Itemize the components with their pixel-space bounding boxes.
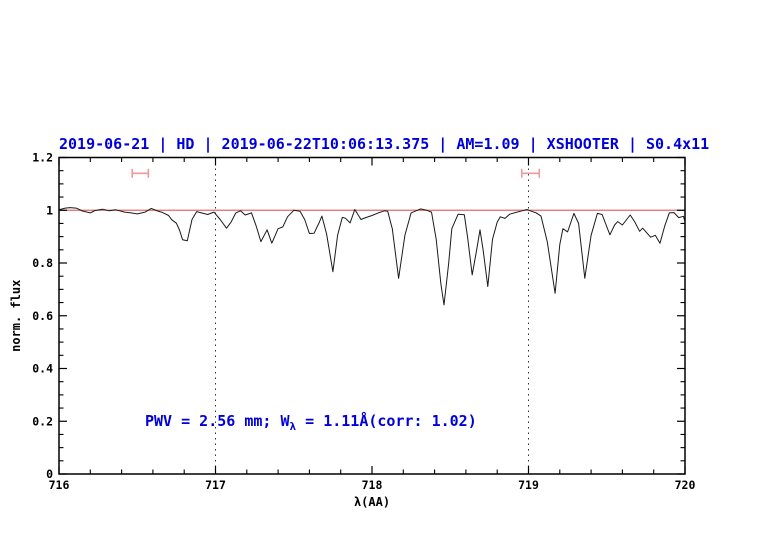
- spectrum-line: [58, 207, 686, 306]
- y-tick-label: 0: [46, 467, 53, 481]
- y-tick-label: 0.2: [32, 414, 53, 428]
- y-tick-label: 0.8: [32, 256, 53, 270]
- x-tick-label: 717: [205, 478, 226, 492]
- pwv-annotation: PWV = 2.56 mm; Wλ = 1.11Å(corr: 1.02): [145, 412, 477, 433]
- y-tick-label: 0.6: [32, 309, 53, 323]
- y-tick-label: 1.2: [32, 151, 53, 165]
- plot-title: 2019-06-21 | HD | 2019-06-22T10:06:13.37…: [59, 135, 710, 153]
- x-tick-label: 720: [675, 478, 696, 492]
- equivalent-width-text: = 1.11Å(corr: 1.02): [296, 412, 477, 430]
- y-tick-label: 1: [46, 203, 53, 217]
- y-axis-label: norm. flux: [9, 280, 23, 352]
- pwv-text: PWV = 2.56 mm; W: [145, 412, 290, 430]
- x-tick-label: 718: [362, 478, 383, 492]
- y-tick-label: 0.4: [32, 362, 53, 376]
- x-axis-label: λ(AA): [354, 495, 390, 509]
- lambda-subscript: λ: [289, 420, 297, 433]
- x-tick-label: 719: [518, 478, 539, 492]
- x-tick-label: 716: [49, 478, 70, 492]
